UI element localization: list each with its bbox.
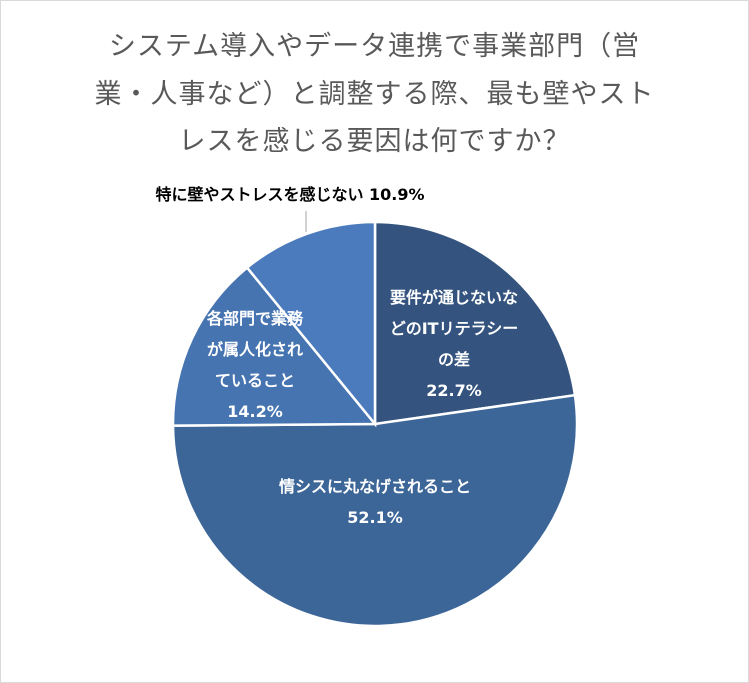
label-it-literacy-gap-line: の差 [438, 350, 470, 369]
label-siloed-work: 各部門で業務が属人化されていること 14.2% [206, 309, 304, 421]
chart-title-line-2: 業・人事など）と調整する際、最も壁やスト [94, 79, 655, 110]
label-siloed-work-line: 各部門で業務 [206, 309, 304, 328]
label-no-stress: 特に壁やストレスを感じない 10.9% [155, 185, 424, 204]
label-it-literacy-gap-line: 要件が通じないな [390, 288, 518, 307]
chart-title-line-1: システム導入やデータ連携で事業部門（営 [108, 31, 641, 62]
label-it-literacy-gap-line: 22.7% [426, 381, 482, 400]
label-siloed-work-line: 14.2% [227, 402, 283, 421]
slice-dumped-on-it [171, 393, 579, 628]
slice-it-literacy-gap [373, 220, 577, 426]
slice-siloed-work [171, 265, 378, 427]
label-siloed-work-line: が属人化され [207, 340, 303, 359]
label-no-stress-line: 特に壁やストレスを感じない 10.9% [155, 185, 424, 204]
label-siloed-work-line: ていること [215, 371, 295, 390]
label-dumped-on-it-line: 情シスに丸なげされること [279, 477, 471, 496]
label-it-literacy-gap-line: どのITリテラシー [390, 319, 519, 338]
label-dumped-on-it: 情シスに丸なげされること 52.1% [279, 477, 471, 527]
slice-no-stress [245, 220, 377, 428]
label-dumped-on-it-line: 52.1% [347, 508, 403, 527]
label-it-literacy-gap: 要件が通じないなどのITリテラシーの差 22.7% [390, 288, 519, 400]
chart-title-line-3: レスを感じる要因は何ですか？ [178, 126, 571, 157]
